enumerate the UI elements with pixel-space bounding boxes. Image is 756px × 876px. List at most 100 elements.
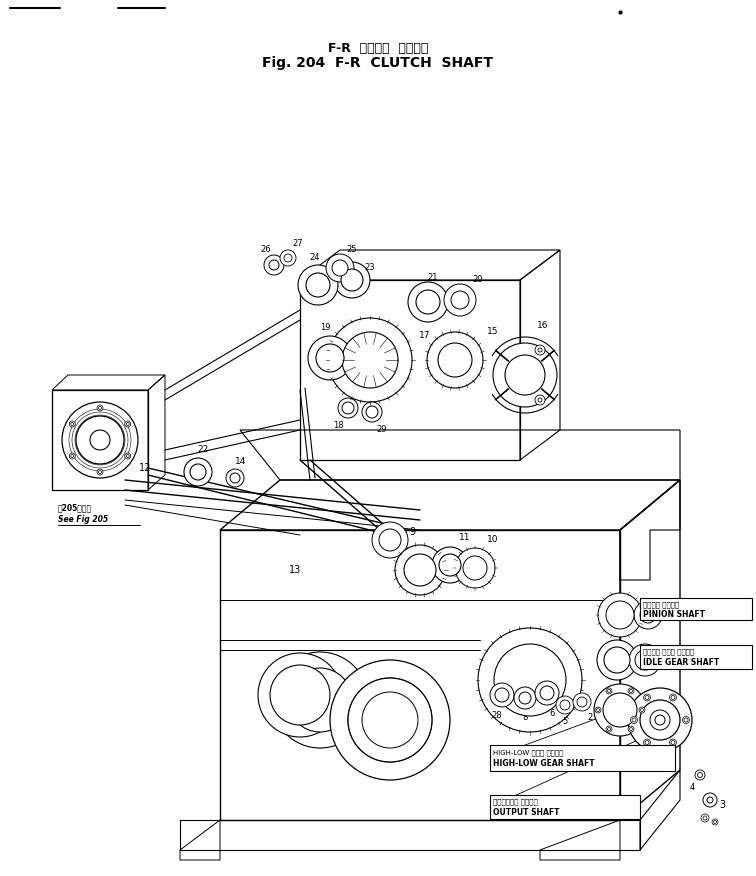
Circle shape (573, 693, 591, 711)
Text: 8: 8 (522, 713, 528, 723)
Text: 26: 26 (261, 245, 271, 255)
Circle shape (630, 728, 633, 731)
Circle shape (427, 332, 483, 388)
Circle shape (90, 430, 110, 450)
Circle shape (670, 739, 677, 746)
Circle shape (348, 678, 432, 762)
Circle shape (596, 709, 600, 711)
Circle shape (395, 545, 445, 595)
Circle shape (606, 688, 612, 694)
Text: 5: 5 (562, 717, 568, 725)
Circle shape (608, 689, 611, 692)
Text: 16: 16 (538, 321, 549, 329)
Circle shape (538, 398, 542, 402)
Circle shape (226, 469, 244, 487)
Text: 21: 21 (428, 272, 438, 281)
Circle shape (635, 650, 655, 670)
Circle shape (463, 556, 487, 580)
Text: PINION SHAFT: PINION SHAFT (643, 610, 705, 619)
Circle shape (71, 455, 74, 457)
Text: 19: 19 (320, 323, 330, 333)
Circle shape (366, 406, 378, 418)
Circle shape (334, 262, 370, 298)
Circle shape (632, 718, 636, 722)
Circle shape (408, 282, 448, 322)
Text: 前205図参考: 前205図参考 (58, 503, 92, 512)
Text: 12: 12 (139, 463, 151, 473)
Text: 2: 2 (587, 713, 593, 723)
Circle shape (628, 688, 692, 752)
Circle shape (308, 336, 352, 380)
Circle shape (603, 693, 637, 727)
Circle shape (535, 395, 545, 405)
Text: HIGH-LOW GEAR SHAFT: HIGH-LOW GEAR SHAFT (493, 759, 595, 768)
Circle shape (270, 665, 330, 725)
Text: 22: 22 (197, 446, 209, 455)
Circle shape (519, 692, 531, 704)
Circle shape (640, 607, 656, 623)
Text: 13: 13 (289, 565, 301, 575)
Text: F-R  クラッチ  シャフト: F-R クラッチ シャフト (328, 41, 428, 54)
Circle shape (332, 260, 348, 276)
Circle shape (597, 640, 637, 680)
Bar (640, 645, 752, 669)
Circle shape (714, 821, 717, 823)
Circle shape (97, 405, 103, 411)
Text: 29: 29 (376, 426, 387, 434)
Circle shape (598, 593, 642, 637)
Circle shape (438, 343, 472, 377)
Circle shape (126, 455, 129, 457)
Circle shape (362, 692, 418, 748)
Circle shape (269, 260, 279, 270)
Circle shape (535, 681, 559, 705)
Circle shape (707, 797, 713, 803)
Circle shape (505, 355, 545, 395)
Circle shape (76, 416, 124, 464)
Circle shape (125, 421, 131, 427)
Circle shape (556, 696, 574, 714)
Bar (490, 745, 675, 771)
Circle shape (577, 697, 587, 707)
Circle shape (683, 717, 689, 724)
Circle shape (494, 644, 566, 716)
Circle shape (639, 707, 645, 713)
Circle shape (631, 717, 637, 724)
Circle shape (258, 653, 342, 737)
Circle shape (703, 816, 707, 820)
Text: 23: 23 (364, 264, 375, 272)
Text: 17: 17 (420, 330, 431, 340)
Circle shape (280, 250, 296, 266)
Circle shape (404, 554, 436, 586)
Circle shape (451, 291, 469, 309)
Text: アイドル ギヤー シャフト: アイドル ギヤー シャフト (643, 648, 694, 654)
Circle shape (342, 332, 398, 388)
Circle shape (82, 422, 118, 458)
Circle shape (70, 453, 76, 459)
Circle shape (629, 644, 661, 676)
Circle shape (538, 348, 542, 352)
Circle shape (698, 773, 702, 778)
Circle shape (634, 601, 662, 629)
Circle shape (362, 402, 382, 422)
Text: 9: 9 (409, 527, 415, 537)
Circle shape (97, 469, 103, 475)
Text: 14: 14 (235, 457, 246, 467)
Circle shape (341, 269, 363, 291)
Circle shape (125, 453, 131, 459)
Circle shape (432, 547, 468, 583)
Circle shape (62, 402, 138, 478)
Circle shape (514, 687, 536, 709)
Text: アウトプット シャフト: アウトプット シャフト (493, 798, 538, 805)
Circle shape (604, 647, 630, 673)
Circle shape (628, 726, 634, 732)
Text: 25: 25 (347, 245, 358, 255)
Circle shape (284, 254, 292, 262)
Circle shape (71, 422, 74, 426)
Circle shape (379, 529, 401, 551)
Circle shape (264, 255, 284, 275)
Text: HIGH-LOW ギヤー シャフト: HIGH-LOW ギヤー シャフト (493, 749, 563, 756)
Text: Fig. 204  F-R  CLUTCH  SHAFT: Fig. 204 F-R CLUTCH SHAFT (262, 56, 494, 70)
Circle shape (643, 739, 650, 746)
Circle shape (606, 726, 612, 732)
Circle shape (493, 343, 557, 407)
